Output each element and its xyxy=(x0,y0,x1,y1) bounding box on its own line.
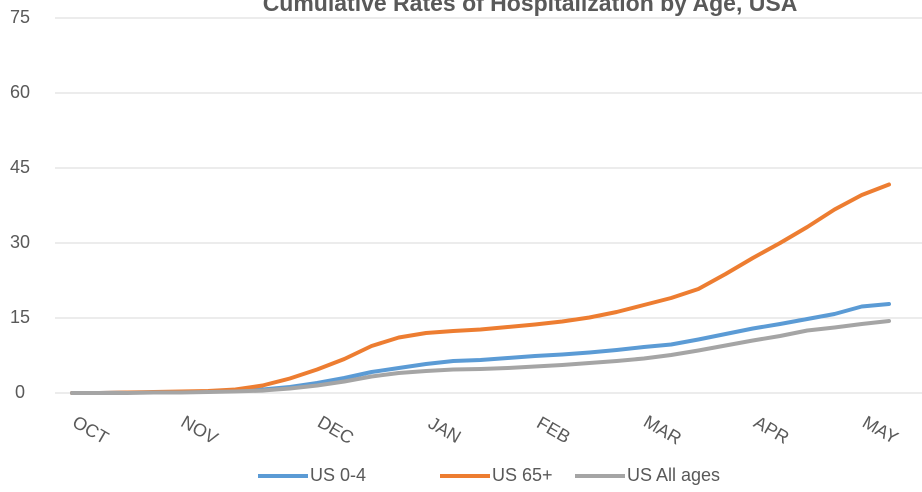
x-tick-label: NOV xyxy=(178,412,222,449)
legend-label: US 65+ xyxy=(492,465,553,485)
y-tick-label: 45 xyxy=(10,157,30,177)
legend-label: US 0-4 xyxy=(310,465,366,485)
chart-title: Cumulative Rates of Hospitalization by A… xyxy=(263,0,798,16)
y-tick-label: 0 xyxy=(15,382,25,402)
legend-label: US All ages xyxy=(627,465,720,485)
x-tick-label: MAR xyxy=(640,411,685,448)
x-tick-label: MAY xyxy=(859,412,902,448)
data-line xyxy=(70,302,891,395)
x-tick-label: JAN xyxy=(425,413,464,447)
y-tick-label: 60 xyxy=(10,82,30,102)
data-line xyxy=(70,319,891,395)
x-tick-label: OCT xyxy=(69,412,112,448)
x-tick-label: FEB xyxy=(533,413,573,448)
x-tick-label: APR xyxy=(750,412,792,448)
y-tick-label: 30 xyxy=(10,232,30,252)
x-tick-label: DEC xyxy=(314,412,357,448)
y-tick-label: 75 xyxy=(10,7,30,27)
y-tick-label: 15 xyxy=(10,307,30,327)
